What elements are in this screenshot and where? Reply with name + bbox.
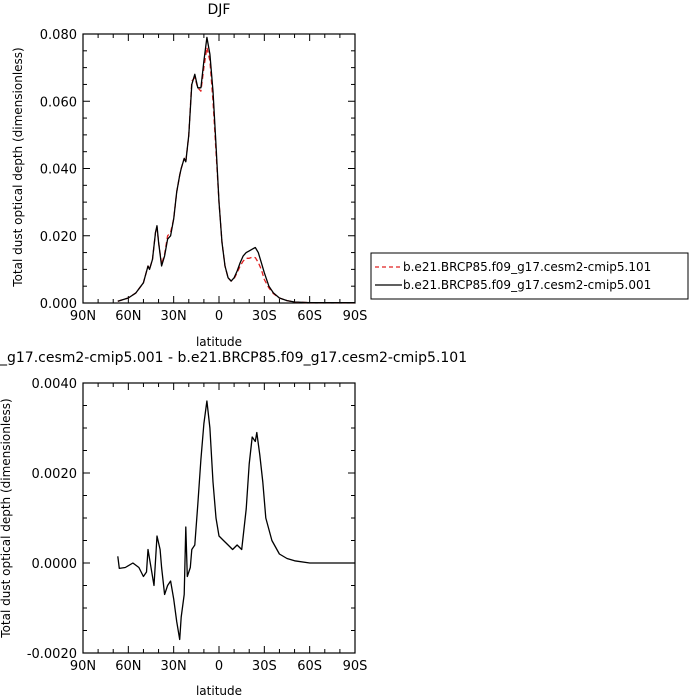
bottom-x-axis-label: latitude	[196, 684, 242, 698]
legend-label-series-1: b.e21.BRCP85.f09_g17.cesm2-cmip5.101	[403, 260, 651, 274]
bottom-y-tick-label: 0.0020	[32, 467, 78, 482]
bottom-y-tick-label: -0.0020	[27, 647, 77, 662]
top-x-axis-label: latitude	[196, 335, 242, 349]
top-y-axis-label: Total dust optical depth (dimensionless)	[11, 47, 25, 287]
legend-label-series-2: b.e21.BRCP85.f09_g17.cesm2-cmip5.001	[403, 278, 651, 292]
top-x-tick-label: 30N	[161, 309, 187, 324]
top-y-tick-label: 0.060	[40, 95, 77, 110]
top-y-tick-label: 0.020	[40, 230, 77, 245]
legend: b.e21.BRCP85.f09_g17.cesm2-cmip5.101 b.e…	[370, 252, 689, 300]
bottom-x-tick-label: 30N	[161, 659, 187, 674]
top-x-tick-label: 60S	[297, 309, 322, 324]
bottom-x-tick-label: 90N	[70, 659, 96, 674]
bottom-plot-frame	[82, 382, 356, 654]
panel-top: DJF latitude Total dust optical depth (d…	[11, 2, 689, 349]
top-x-tick-label: 0	[215, 309, 223, 324]
panel-bottom: _g17.cesm2-cmip5.001 - b.e21.BRCP85.f09_…	[0, 350, 467, 698]
bottom-plot-area: 90N 60N 30N 0 30S 60S 90S -0.0020 0.0000 0.0020 0.…	[27, 377, 368, 674]
bottom-x-tick-label: 60N	[115, 659, 141, 674]
top-y-tick-label: 0.080	[40, 28, 77, 43]
top-x-tick-label: 60N	[115, 309, 141, 324]
top-x-tick-label: 90N	[70, 309, 96, 324]
bottom-y-axis-label: Total dust optical depth (dimensionless)	[0, 398, 13, 638]
bottom-y-tick-label: 0.0000	[32, 557, 78, 572]
bottom-x-tick-label: 60S	[297, 659, 322, 674]
bottom-chart-title: _g17.cesm2-cmip5.001 - b.e21.BRCP85.f09_…	[0, 350, 467, 366]
top-chart-title: DJF	[208, 2, 231, 18]
top-plot-area: 90N 60N 30N 0 30S 60S 90S 0.000 0.020 0.040 0.060 0…	[40, 28, 368, 324]
top-x-tick-label: 90S	[343, 309, 368, 324]
top-y-tick-label: 0.000	[40, 297, 77, 312]
top-y-tick-label: 0.040	[40, 163, 77, 178]
bottom-series-line-1	[117, 400, 355, 641]
bottom-x-tick-label: 90S	[343, 659, 368, 674]
bottom-x-tick-label: 0	[215, 659, 223, 674]
legend-box	[370, 252, 689, 300]
bottom-x-tick-label: 30S	[252, 659, 277, 674]
top-series-line-2	[117, 36, 355, 304]
top-x-tick-label: 30S	[252, 309, 277, 324]
top-series-line-1	[117, 46, 355, 304]
top-plot-frame	[82, 33, 356, 304]
bottom-y-tick-label: 0.0040	[32, 377, 78, 392]
